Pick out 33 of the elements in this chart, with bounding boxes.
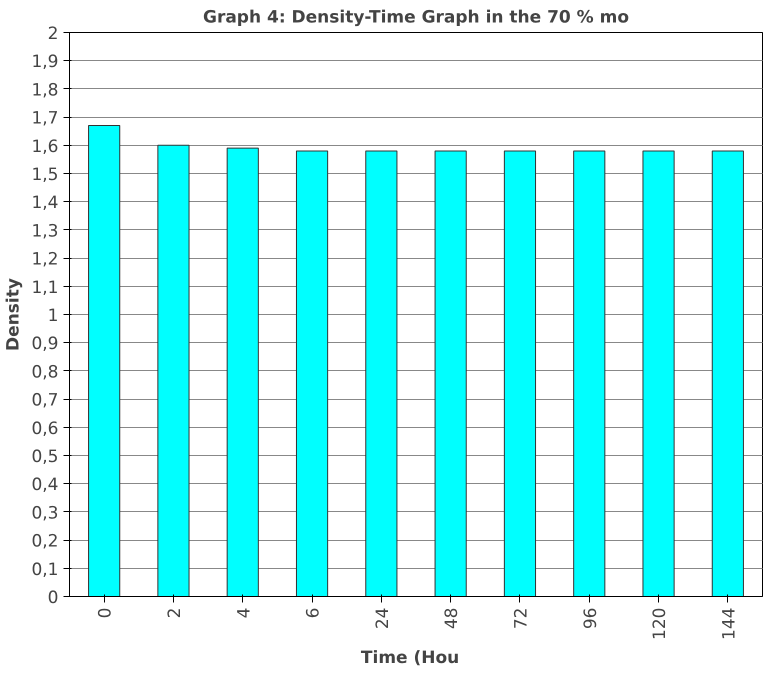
y-tick-label: 1 xyxy=(48,306,59,326)
y-tick-label: 1,2 xyxy=(31,250,59,270)
x-tick-label: 24 xyxy=(372,607,393,630)
y-tick-label: 1,4 xyxy=(31,193,59,214)
x-tick-label: 6 xyxy=(304,607,324,618)
y-tick-label: 0,7 xyxy=(31,390,59,411)
y-tick-label: 1,7 xyxy=(31,108,59,129)
y-tick-label: 0,9 xyxy=(31,334,59,354)
y-tick-label: 1,9 xyxy=(31,52,59,72)
y-tick-label: 0,6 xyxy=(31,418,59,439)
chart-title: Graph 4: Density-Time Graph in the 70 % mo xyxy=(202,8,630,28)
x-tick-label: 96 xyxy=(580,607,601,630)
y-tick-label: 1,1 xyxy=(31,278,59,298)
y-tick-label: 0,5 xyxy=(31,447,59,467)
y-axis-title: Density xyxy=(3,278,24,351)
x-tick-label: 4 xyxy=(234,607,254,618)
y-tick-label: 1,6 xyxy=(31,136,59,157)
y-tick-label: 0,4 xyxy=(31,475,59,496)
x-tick-label: 120 xyxy=(650,607,670,640)
y-tick-label: 1,5 xyxy=(31,165,59,185)
x-tick-label: 48 xyxy=(442,607,462,630)
x-tick-label: 0 xyxy=(96,607,116,618)
x-tick-label: 144 xyxy=(719,607,740,640)
y-tick-label: 0,2 xyxy=(31,532,59,552)
x-tick-label: 72 xyxy=(511,607,532,630)
y-tick-label: 2 xyxy=(48,24,59,44)
y-tick-label: 0,8 xyxy=(31,362,59,382)
x-tick-label: 2 xyxy=(164,607,185,618)
y-tick-label: 1,8 xyxy=(31,80,59,100)
y-tick-label: 0,3 xyxy=(31,503,59,524)
y-tick-label: 0,1 xyxy=(31,560,59,580)
y-tick-label: 1,3 xyxy=(31,221,59,242)
x-axis-title: Time (Hou xyxy=(360,648,460,668)
